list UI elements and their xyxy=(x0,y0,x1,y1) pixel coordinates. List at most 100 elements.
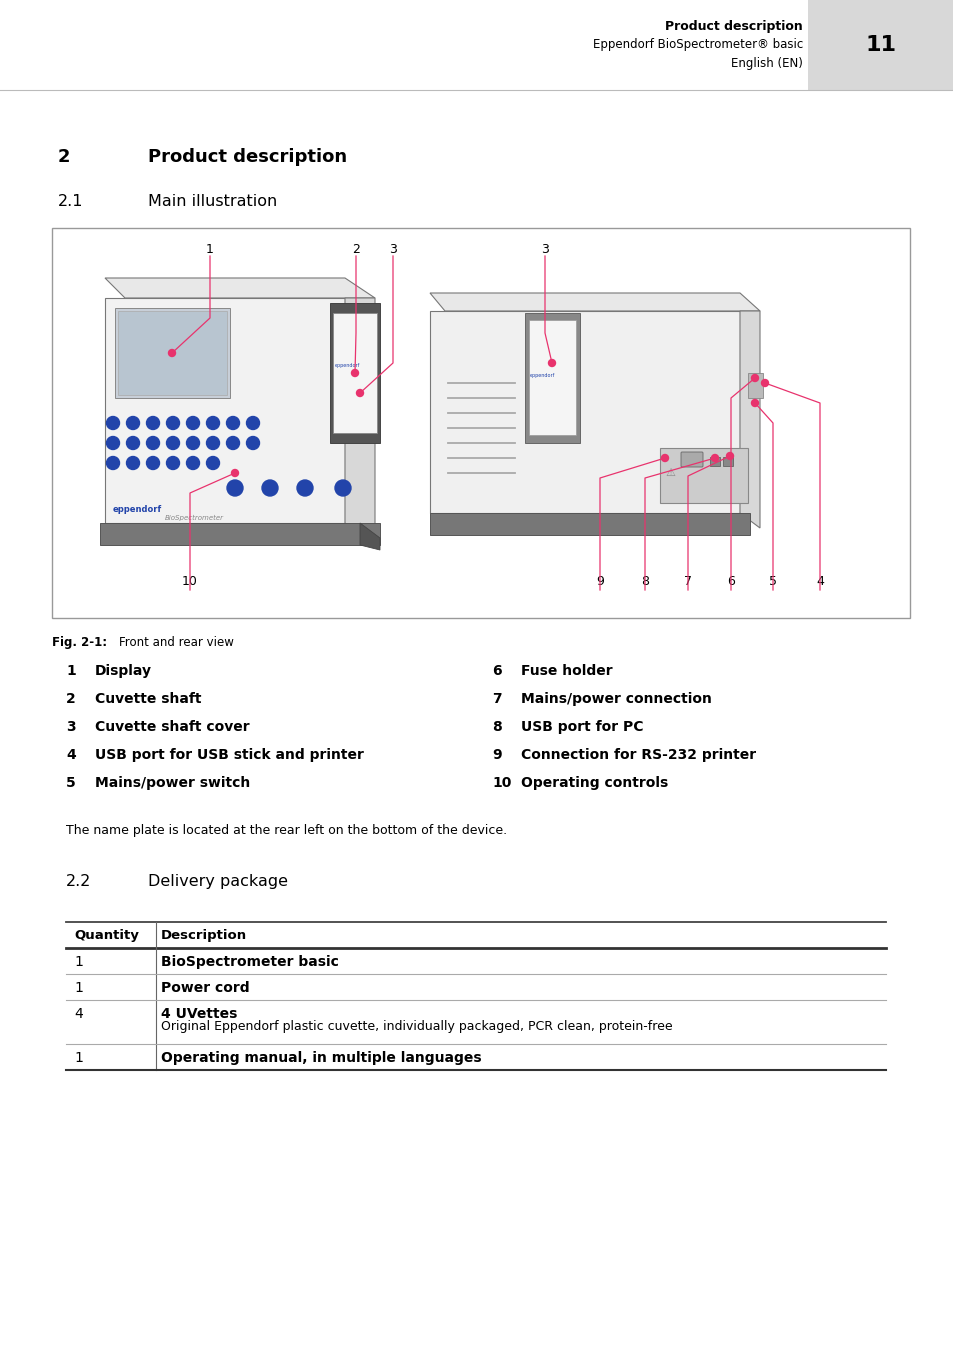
Text: eppendorf: eppendorf xyxy=(335,363,360,369)
Text: Cuvette shaft: Cuvette shaft xyxy=(95,693,201,706)
Circle shape xyxy=(186,417,199,429)
Text: 10: 10 xyxy=(492,776,511,790)
Bar xyxy=(722,458,732,466)
Circle shape xyxy=(226,417,239,429)
Circle shape xyxy=(726,452,733,459)
Bar xyxy=(115,308,230,398)
Text: 9: 9 xyxy=(596,575,603,589)
Circle shape xyxy=(206,417,219,429)
Text: 5: 5 xyxy=(66,776,75,790)
Text: 2.1: 2.1 xyxy=(58,194,84,209)
Bar xyxy=(52,228,909,618)
Circle shape xyxy=(226,436,239,450)
Circle shape xyxy=(246,417,259,429)
Bar xyxy=(100,522,379,545)
Circle shape xyxy=(127,436,139,450)
Polygon shape xyxy=(105,278,375,298)
Circle shape xyxy=(186,436,199,450)
Bar xyxy=(807,0,953,90)
Circle shape xyxy=(296,481,313,495)
Text: Operating controls: Operating controls xyxy=(520,776,667,790)
Circle shape xyxy=(335,481,351,495)
Circle shape xyxy=(167,417,179,429)
Text: Original Eppendorf plastic cuvette, individually packaged, PCR clean, protein-fr: Original Eppendorf plastic cuvette, indi… xyxy=(161,1021,672,1033)
Text: Product description: Product description xyxy=(664,20,802,32)
Text: Cuvette shaft cover: Cuvette shaft cover xyxy=(95,720,250,734)
Bar xyxy=(529,320,576,435)
Text: BioSpectrometer basic: BioSpectrometer basic xyxy=(161,954,338,969)
Text: Eppendorf BioSpectrometer® basic: Eppendorf BioSpectrometer® basic xyxy=(592,38,802,51)
Circle shape xyxy=(351,370,358,377)
Text: 5: 5 xyxy=(768,575,776,589)
Bar xyxy=(747,373,762,398)
Circle shape xyxy=(548,359,555,366)
Text: 7: 7 xyxy=(492,693,501,706)
FancyBboxPatch shape xyxy=(680,452,702,467)
Bar xyxy=(430,513,749,535)
Circle shape xyxy=(206,436,219,450)
Text: 4: 4 xyxy=(815,575,823,589)
Circle shape xyxy=(751,374,758,382)
Circle shape xyxy=(246,436,259,450)
Polygon shape xyxy=(430,310,740,513)
Text: Front and rear view: Front and rear view xyxy=(104,636,233,649)
Polygon shape xyxy=(359,522,379,549)
Text: eppendorf: eppendorf xyxy=(530,373,555,378)
Circle shape xyxy=(186,456,199,470)
Circle shape xyxy=(127,456,139,470)
Circle shape xyxy=(227,481,243,495)
Text: Main illustration: Main illustration xyxy=(148,194,277,209)
Circle shape xyxy=(107,436,119,450)
Text: Quantity: Quantity xyxy=(74,929,139,942)
Bar xyxy=(659,448,747,504)
Text: 2.2: 2.2 xyxy=(66,873,91,890)
Circle shape xyxy=(147,436,159,450)
Text: 6: 6 xyxy=(492,664,501,678)
Text: 6: 6 xyxy=(726,575,734,589)
Text: Connection for RS-232 printer: Connection for RS-232 printer xyxy=(520,748,756,761)
Text: 8: 8 xyxy=(492,720,501,734)
Polygon shape xyxy=(105,298,345,522)
Text: Fuse holder: Fuse holder xyxy=(520,664,612,678)
Circle shape xyxy=(262,481,277,495)
Polygon shape xyxy=(345,298,375,543)
Text: 3: 3 xyxy=(540,243,548,256)
Text: 8: 8 xyxy=(640,575,648,589)
Text: USB port for PC: USB port for PC xyxy=(520,720,643,734)
Circle shape xyxy=(147,456,159,470)
Polygon shape xyxy=(740,310,760,528)
Circle shape xyxy=(660,455,668,462)
Text: 1: 1 xyxy=(74,981,83,995)
Circle shape xyxy=(711,455,718,462)
Circle shape xyxy=(206,456,219,470)
Text: Mains/power switch: Mains/power switch xyxy=(95,776,250,790)
Text: 3: 3 xyxy=(389,243,396,256)
Text: 1: 1 xyxy=(66,664,75,678)
Text: Power cord: Power cord xyxy=(161,981,250,995)
Text: Description: Description xyxy=(161,929,247,942)
Text: 2: 2 xyxy=(352,243,359,256)
Text: Fig. 2-1:: Fig. 2-1: xyxy=(52,636,107,649)
Text: 9: 9 xyxy=(492,748,501,761)
Text: ⚠: ⚠ xyxy=(664,468,675,478)
Bar xyxy=(118,310,227,396)
Bar xyxy=(524,313,579,443)
Text: 4: 4 xyxy=(74,1007,83,1021)
Circle shape xyxy=(167,456,179,470)
Text: 2: 2 xyxy=(66,693,75,706)
Text: eppendorf: eppendorf xyxy=(112,505,162,514)
Circle shape xyxy=(232,470,238,477)
Circle shape xyxy=(751,400,758,406)
Text: 4 UVettes: 4 UVettes xyxy=(161,1007,237,1021)
Circle shape xyxy=(147,417,159,429)
Text: 3: 3 xyxy=(66,720,75,734)
Circle shape xyxy=(167,436,179,450)
Text: 1: 1 xyxy=(74,1052,83,1065)
Bar xyxy=(333,313,376,433)
Text: Display: Display xyxy=(95,664,152,678)
Text: 11: 11 xyxy=(864,35,896,55)
Text: BioSpectrometer: BioSpectrometer xyxy=(165,514,224,521)
Text: English (EN): English (EN) xyxy=(730,57,802,70)
Bar xyxy=(709,458,720,466)
Text: 1: 1 xyxy=(206,243,213,256)
